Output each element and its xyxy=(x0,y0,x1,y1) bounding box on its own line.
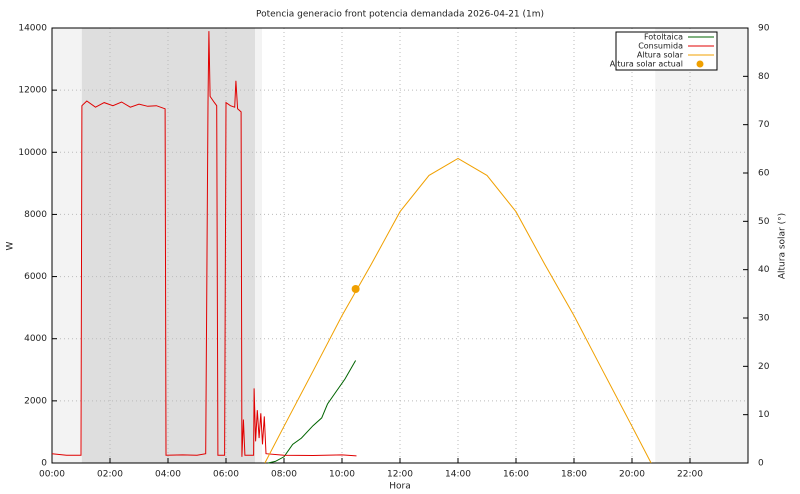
series-line xyxy=(267,360,357,464)
y2-tick-label: 30 xyxy=(758,314,770,324)
x-tick-label: 18:00 xyxy=(561,470,587,480)
shaded-band xyxy=(655,28,748,463)
y2-tick-label: 50 xyxy=(758,217,770,227)
y2-tick-label: 70 xyxy=(758,120,770,130)
x-tick-label: 16:00 xyxy=(503,470,529,480)
x-tick-label: 06:00 xyxy=(213,470,239,480)
legend-label: Altura solar actual xyxy=(610,60,683,69)
y2-tick-label: 60 xyxy=(758,169,770,179)
chart-title: Potencia generacio front potencia demand… xyxy=(256,10,544,20)
x-tick-label: 04:00 xyxy=(155,470,181,480)
x-tick-label: 14:00 xyxy=(445,470,471,480)
y2-tick-label: 80 xyxy=(758,72,770,82)
y-tick-label: 0 xyxy=(41,459,47,469)
x-tick-label: 00:00 xyxy=(39,470,65,480)
x-axis-label: Hora xyxy=(389,482,411,492)
y-tick-label: 14000 xyxy=(18,24,47,34)
y-tick-label: 10000 xyxy=(18,148,47,158)
x-tick-label: 20:00 xyxy=(619,470,645,480)
y2-tick-label: 20 xyxy=(758,362,770,372)
series-line xyxy=(264,157,652,464)
y-tick-label: 2000 xyxy=(24,396,47,406)
y2-axis-label: Altura solar (°) xyxy=(778,213,788,279)
y2-tick-label: 40 xyxy=(758,265,770,275)
series-line xyxy=(51,31,357,457)
plot-frame xyxy=(51,27,749,464)
y2-tick-label: 10 xyxy=(758,410,770,420)
y2-tick-label: 90 xyxy=(758,24,770,34)
x-tick-label: 12:00 xyxy=(387,470,413,480)
y-tick-label: 12000 xyxy=(18,86,47,96)
shaded-band xyxy=(81,28,256,463)
series-point xyxy=(351,285,360,293)
x-tick-label: 02:00 xyxy=(97,470,123,480)
y-tick-label: 8000 xyxy=(24,210,47,220)
x-tick-label: 10:00 xyxy=(329,470,355,480)
y-tick-label: 6000 xyxy=(24,272,47,282)
legend-label: Fotoltaica xyxy=(644,33,683,42)
y-axis-label: W xyxy=(6,241,16,250)
legend-label: Altura solar xyxy=(637,51,684,60)
legend-label: Consumida xyxy=(638,42,683,51)
y2-tick-label: 0 xyxy=(758,459,764,469)
y-tick-label: 4000 xyxy=(24,334,47,344)
x-tick-label: 08:00 xyxy=(271,470,297,480)
legend-swatch xyxy=(696,60,704,68)
x-tick-label: 22:00 xyxy=(677,470,703,480)
